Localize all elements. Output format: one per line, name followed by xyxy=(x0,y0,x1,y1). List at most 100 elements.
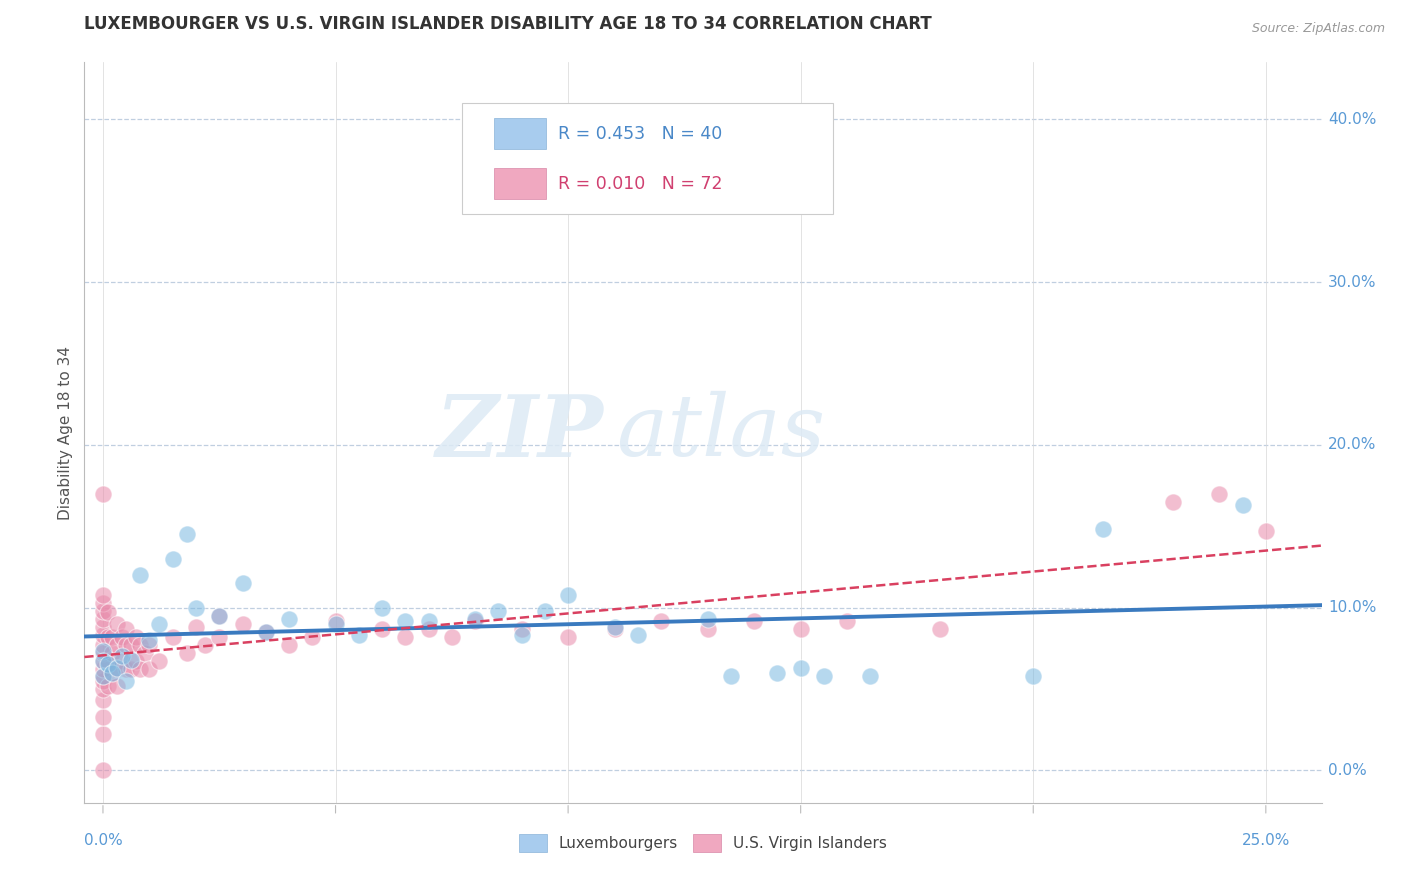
Text: atlas: atlas xyxy=(616,392,825,474)
Point xyxy=(91,709,114,723)
Point xyxy=(650,614,672,628)
Point xyxy=(91,646,114,660)
Point xyxy=(278,612,301,626)
Legend: Luxembourgers, U.S. Virgin Islanders: Luxembourgers, U.S. Virgin Islanders xyxy=(513,829,893,858)
Point xyxy=(138,633,160,648)
Point xyxy=(208,630,231,644)
Point xyxy=(124,630,146,644)
Point xyxy=(184,600,207,615)
Point xyxy=(91,620,114,634)
Point xyxy=(91,693,114,707)
FancyBboxPatch shape xyxy=(461,103,832,214)
Point xyxy=(105,679,128,693)
Point xyxy=(138,638,160,652)
Point xyxy=(347,628,370,642)
Point xyxy=(208,608,231,623)
Point xyxy=(148,654,170,668)
Text: 25.0%: 25.0% xyxy=(1241,833,1291,848)
Point xyxy=(91,638,114,652)
Point xyxy=(194,638,217,652)
Point xyxy=(301,630,323,644)
Point xyxy=(162,630,184,644)
Point xyxy=(91,764,114,778)
Point xyxy=(464,612,486,626)
Text: ZIP: ZIP xyxy=(436,391,605,475)
Point xyxy=(176,646,198,660)
Point xyxy=(162,551,184,566)
Point xyxy=(97,606,120,620)
Point xyxy=(371,622,394,636)
Point xyxy=(91,644,114,658)
Point xyxy=(115,662,138,676)
Point xyxy=(603,620,626,634)
Point xyxy=(91,669,114,683)
Point xyxy=(603,622,626,636)
Point xyxy=(105,638,128,652)
Y-axis label: Disability Age 18 to 34: Disability Age 18 to 34 xyxy=(58,345,73,520)
Point xyxy=(254,624,277,639)
Point xyxy=(91,588,114,602)
Point xyxy=(129,568,152,582)
Point xyxy=(124,654,146,668)
Point xyxy=(1092,523,1115,537)
Point xyxy=(720,669,742,683)
Point xyxy=(929,622,952,636)
Point xyxy=(325,614,347,628)
Point xyxy=(464,614,486,628)
Point xyxy=(394,630,416,644)
Point xyxy=(208,608,231,623)
Point xyxy=(91,662,114,676)
Point xyxy=(129,638,152,652)
Point xyxy=(91,669,114,683)
Point xyxy=(176,527,198,541)
Text: Source: ZipAtlas.com: Source: ZipAtlas.com xyxy=(1251,22,1385,36)
Point xyxy=(418,622,440,636)
Point xyxy=(91,727,114,741)
Point xyxy=(534,604,557,618)
Point xyxy=(115,638,138,652)
Point xyxy=(101,665,124,680)
Point xyxy=(394,614,416,628)
Point xyxy=(1022,669,1045,683)
Point xyxy=(557,588,579,602)
Point xyxy=(627,628,650,642)
Point xyxy=(110,654,132,668)
Point xyxy=(325,616,347,631)
Point xyxy=(837,614,859,628)
Point xyxy=(859,669,882,683)
Point xyxy=(1232,498,1254,512)
Point xyxy=(254,624,277,639)
Point xyxy=(120,662,142,676)
Text: 10.0%: 10.0% xyxy=(1327,600,1376,615)
Point xyxy=(789,622,811,636)
Point xyxy=(97,654,120,668)
Text: R = 0.010   N = 72: R = 0.010 N = 72 xyxy=(558,175,723,193)
Point xyxy=(115,622,138,636)
Point xyxy=(440,630,463,644)
Point xyxy=(97,630,120,644)
Point xyxy=(510,622,533,636)
Point xyxy=(91,486,114,500)
Point xyxy=(231,616,253,631)
Point xyxy=(110,630,132,644)
Point xyxy=(91,681,114,696)
Point xyxy=(91,654,114,668)
Point xyxy=(91,654,114,668)
Point xyxy=(120,652,142,666)
Point xyxy=(101,646,124,660)
Text: R = 0.453   N = 40: R = 0.453 N = 40 xyxy=(558,125,723,143)
Point xyxy=(115,673,138,688)
Point xyxy=(110,649,132,664)
Point xyxy=(184,620,207,634)
Point xyxy=(148,616,170,631)
Point xyxy=(486,604,509,618)
Point xyxy=(371,600,394,615)
Point xyxy=(97,657,120,672)
Point xyxy=(134,646,156,660)
Point xyxy=(696,612,718,626)
FancyBboxPatch shape xyxy=(494,118,546,149)
Point xyxy=(91,596,114,610)
Text: 40.0%: 40.0% xyxy=(1327,112,1376,127)
Point xyxy=(696,622,718,636)
Point xyxy=(91,604,114,618)
